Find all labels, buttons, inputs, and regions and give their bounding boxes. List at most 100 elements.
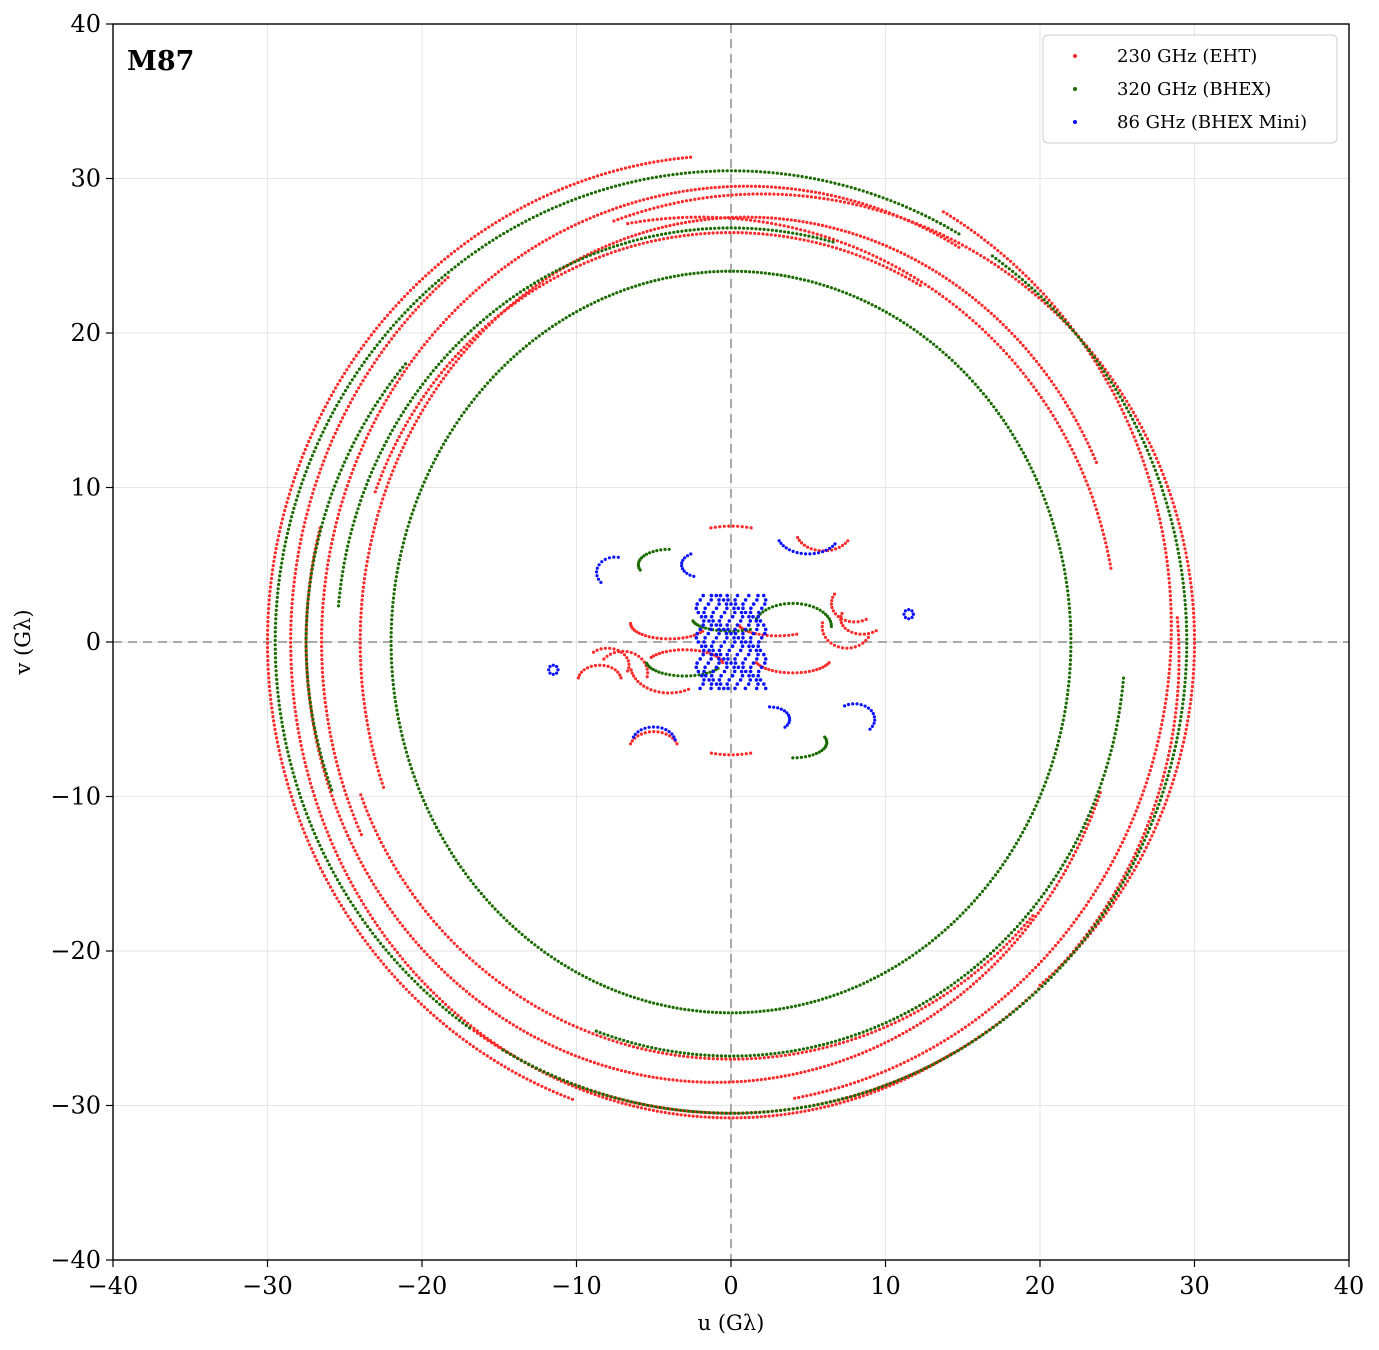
uv-point xyxy=(1131,817,1135,821)
uv-point xyxy=(791,1072,795,1076)
uv-point xyxy=(488,312,492,316)
uv-point xyxy=(591,1032,595,1036)
uv-point xyxy=(327,780,331,784)
uv-point xyxy=(1129,865,1133,869)
uv-point xyxy=(609,1095,613,1099)
uv-point xyxy=(527,217,532,221)
uv-point xyxy=(626,287,630,291)
uv-point xyxy=(1191,672,1195,676)
uv-point xyxy=(393,695,397,700)
uv-point xyxy=(657,651,662,656)
uv-point xyxy=(402,370,406,374)
uv-point xyxy=(919,1068,923,1072)
uv-point xyxy=(814,281,818,285)
uv-point xyxy=(524,291,528,295)
uv-point xyxy=(970,902,974,906)
uv-point xyxy=(718,752,722,756)
uv-point xyxy=(1137,850,1141,854)
uv-point xyxy=(479,1034,483,1038)
uv-point xyxy=(651,550,655,554)
uv-point xyxy=(279,716,283,720)
uv-point xyxy=(511,295,516,299)
uv-point xyxy=(466,875,470,879)
uv-point xyxy=(801,220,805,224)
uv-point xyxy=(642,554,646,558)
uv-point xyxy=(1015,265,1019,269)
uv-point xyxy=(378,396,382,400)
uv-point xyxy=(350,397,354,401)
uv-point xyxy=(618,673,622,677)
uv-point xyxy=(468,294,472,298)
uv-point xyxy=(733,226,737,230)
uv-point xyxy=(778,634,782,638)
uv-point xyxy=(555,1046,559,1050)
uv-point xyxy=(561,1078,565,1082)
uv-point xyxy=(300,455,304,459)
uv-point xyxy=(755,1115,759,1119)
uv-point xyxy=(367,875,371,879)
uv-point xyxy=(910,1057,914,1061)
uv-point xyxy=(986,309,990,313)
uv-point xyxy=(818,608,822,612)
uv-point xyxy=(573,223,577,227)
uv-point xyxy=(411,311,415,315)
uv-point xyxy=(668,223,672,228)
uv-point xyxy=(655,1076,659,1080)
uv-point xyxy=(536,945,540,949)
uv-point xyxy=(379,777,383,781)
uv-point xyxy=(1008,939,1012,943)
uv-point xyxy=(435,922,439,927)
uv-point xyxy=(942,233,946,237)
uv-point xyxy=(1116,391,1120,395)
uv-point xyxy=(468,1026,472,1030)
uv-point xyxy=(337,472,342,476)
uv-point xyxy=(619,242,624,246)
uv-point xyxy=(311,851,315,855)
uv-point xyxy=(266,650,270,654)
uv-point xyxy=(466,332,470,336)
uv-point xyxy=(484,1005,488,1009)
uv-point xyxy=(1042,956,1046,960)
uv-point xyxy=(653,279,657,283)
uv-point xyxy=(1154,456,1159,460)
uv-point xyxy=(1112,895,1116,899)
uv-point xyxy=(336,604,341,608)
uv-point xyxy=(1005,942,1009,946)
uv-point xyxy=(683,171,688,175)
uv-point xyxy=(548,278,553,282)
uv-point xyxy=(1068,861,1072,865)
uv-point xyxy=(861,189,865,193)
uv-point xyxy=(1019,447,1023,451)
uv-point xyxy=(407,990,411,994)
uv-point xyxy=(1153,752,1157,756)
uv-point xyxy=(397,417,401,421)
uv-point xyxy=(888,1019,892,1023)
uv-point xyxy=(767,606,771,610)
uv-point xyxy=(1144,828,1148,832)
uv-point xyxy=(656,226,661,230)
uv-point xyxy=(279,521,284,525)
uv-point xyxy=(334,521,338,525)
uv-point xyxy=(375,833,380,837)
uv-point xyxy=(401,957,405,961)
uv-point xyxy=(307,593,311,597)
uv-point xyxy=(1129,821,1133,825)
uv-point xyxy=(1069,628,1073,632)
uv-point xyxy=(1067,602,1071,606)
uv-point xyxy=(770,216,774,220)
uv-point xyxy=(823,1105,827,1109)
uv-point xyxy=(791,671,795,675)
uv-point xyxy=(771,1114,775,1118)
uv-point xyxy=(829,286,834,290)
uv-point xyxy=(1177,637,1181,641)
uv-point xyxy=(335,427,339,431)
uv-point xyxy=(352,519,356,523)
uv-point xyxy=(1004,325,1008,330)
uv-point xyxy=(350,445,354,449)
uv-point xyxy=(330,537,335,542)
uv-point xyxy=(671,173,675,177)
uv-point xyxy=(814,241,818,245)
uv-point xyxy=(719,1080,723,1084)
uv-point xyxy=(551,271,555,275)
uv-point xyxy=(446,935,450,939)
